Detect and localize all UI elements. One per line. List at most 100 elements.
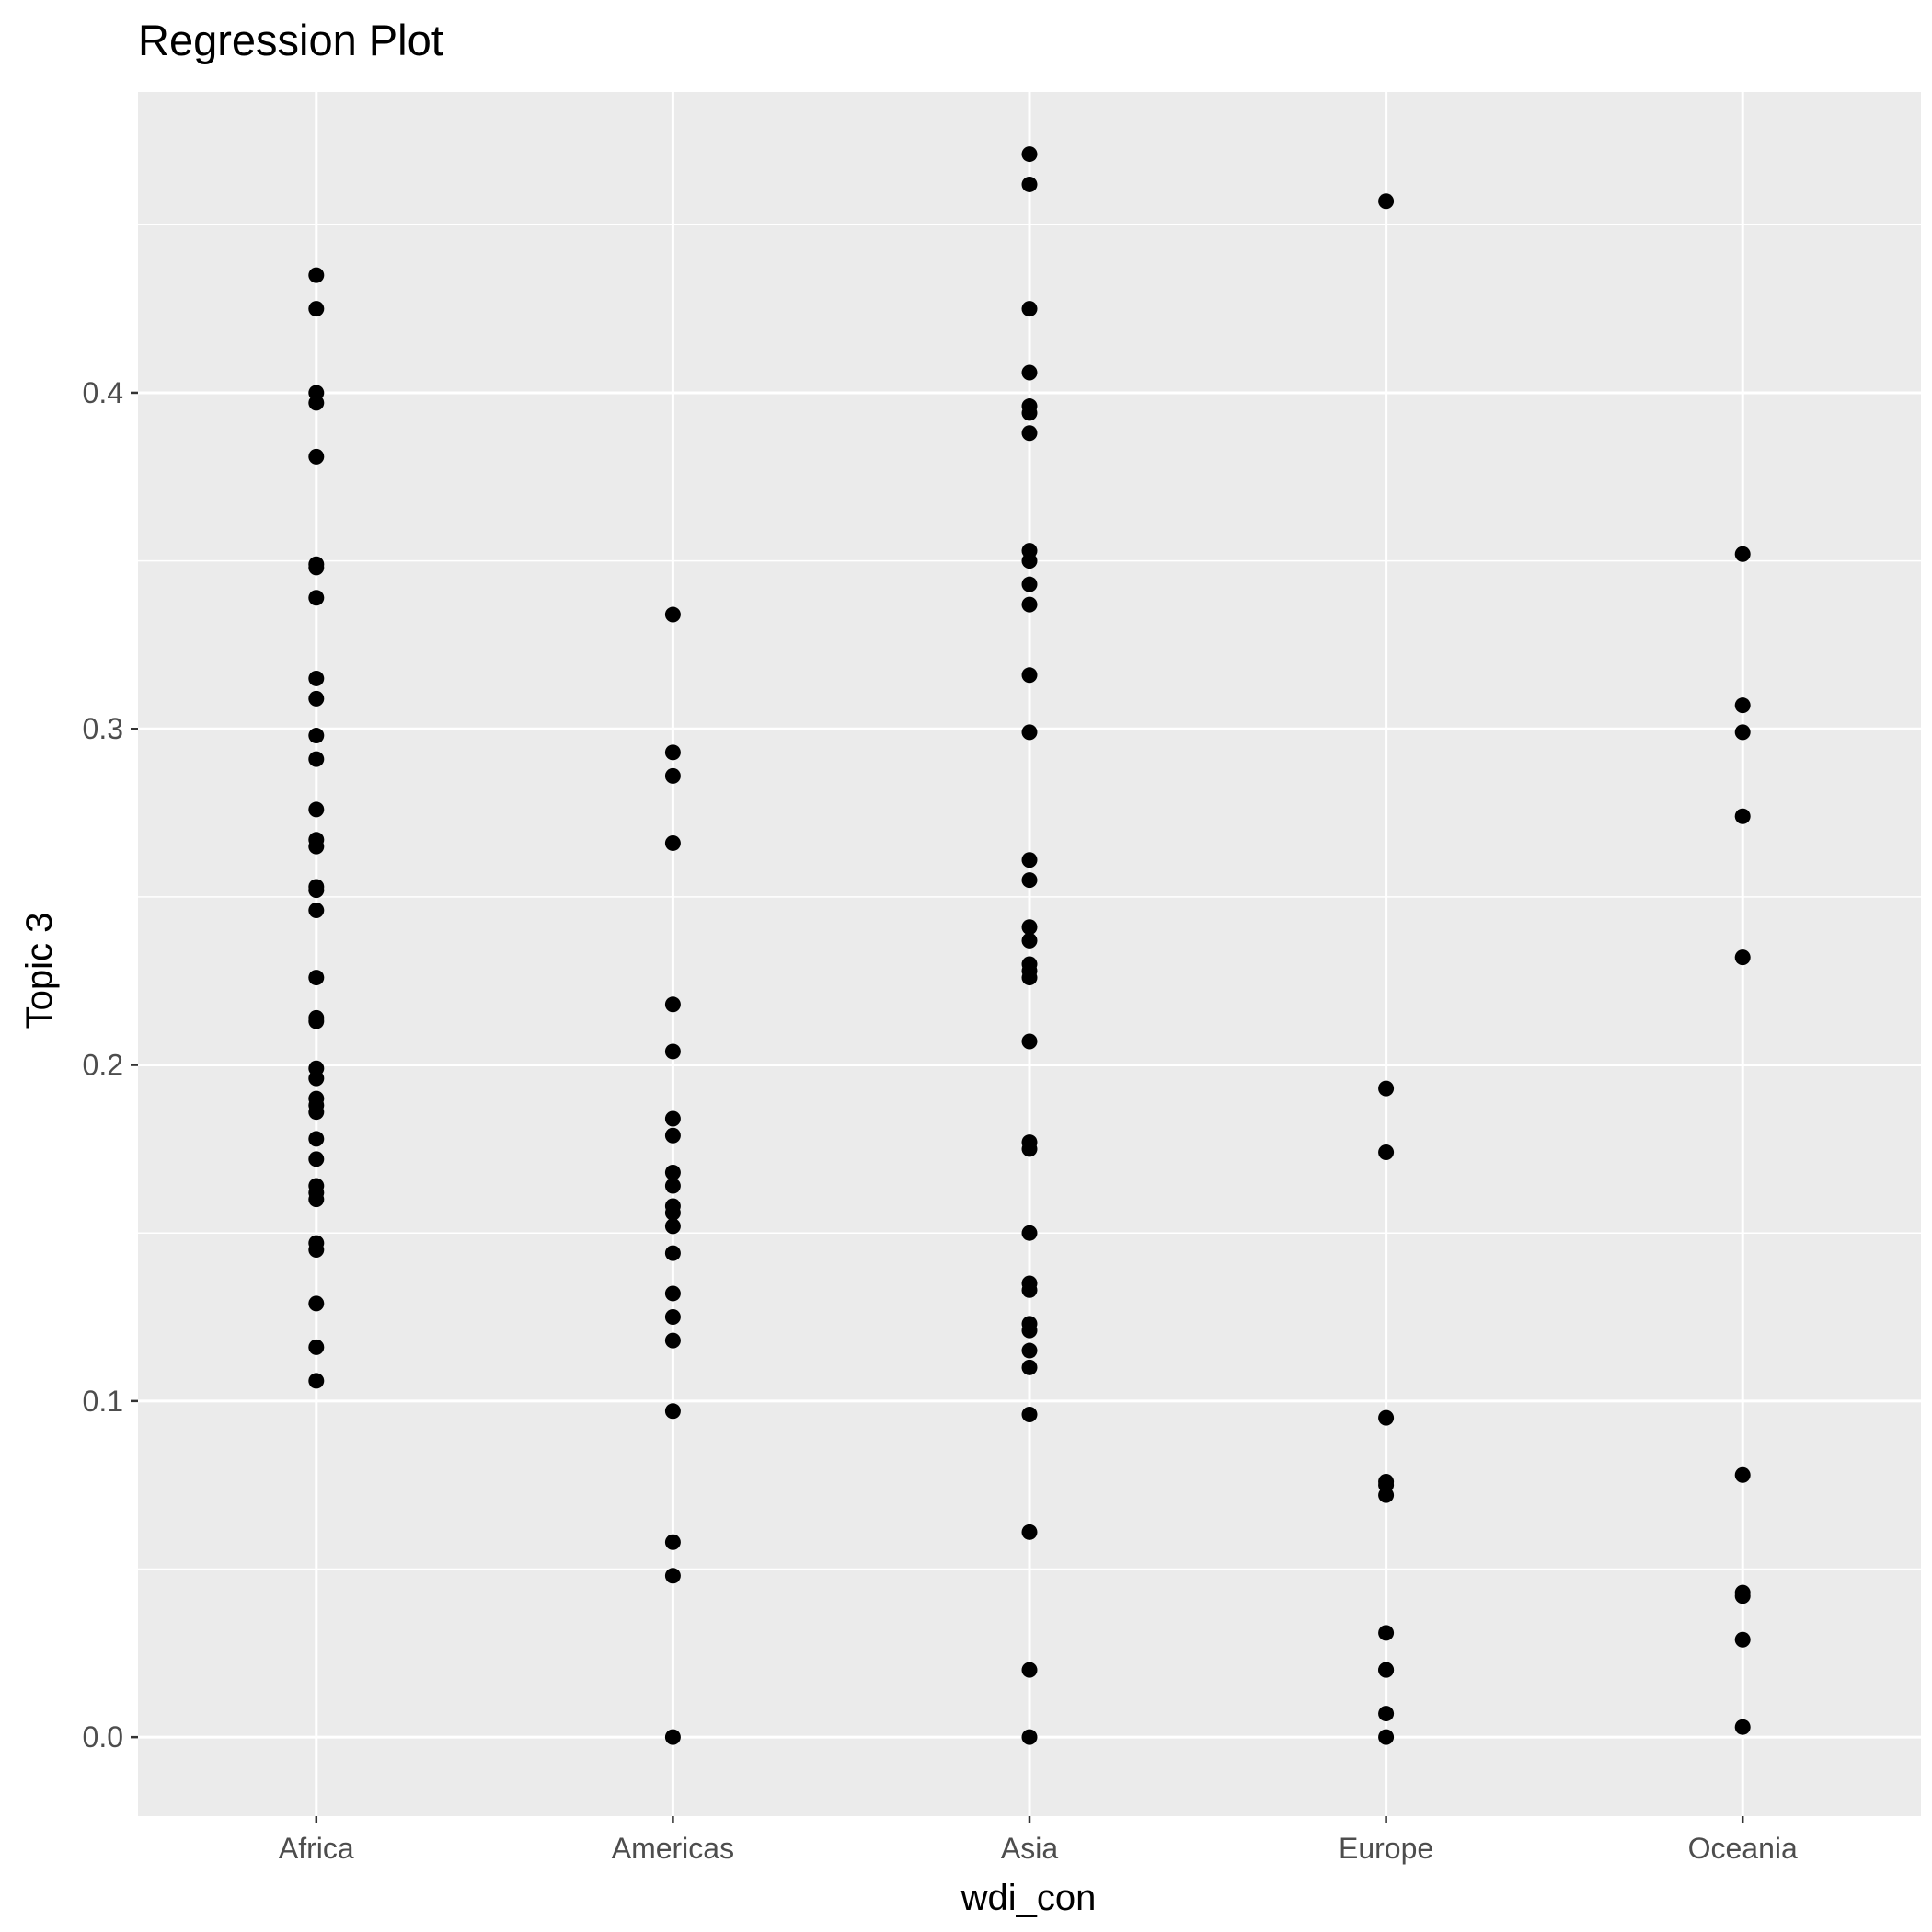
data-point <box>1378 1662 1395 1678</box>
data-point <box>664 1178 681 1194</box>
data-point <box>1378 1487 1395 1503</box>
data-point <box>308 1339 325 1355</box>
data-point <box>664 1568 681 1584</box>
data-point <box>308 1013 325 1029</box>
data-point <box>1734 1466 1751 1483</box>
data-point <box>1378 1625 1395 1641</box>
data-point <box>308 1373 325 1389</box>
data-point <box>664 1403 681 1420</box>
data-point <box>1021 1322 1038 1339</box>
data-point <box>308 1241 325 1258</box>
data-point <box>1378 1144 1395 1161</box>
data-point <box>308 903 325 919</box>
data-point <box>1021 425 1038 442</box>
data-point <box>664 1309 681 1326</box>
data-point <box>1021 1524 1038 1540</box>
data-point <box>664 744 681 761</box>
data-point <box>308 1070 325 1087</box>
data-point <box>1021 919 1038 936</box>
data-point <box>308 1191 325 1208</box>
data-point <box>308 882 325 899</box>
data-point <box>664 1534 681 1550</box>
data-point <box>664 606 681 623</box>
data-point <box>1021 405 1038 421</box>
data-point <box>664 767 681 784</box>
data-point <box>1734 949 1751 966</box>
x-tick-label: Oceania <box>1688 1832 1798 1865</box>
chart-title: Regression Plot <box>138 16 443 64</box>
data-point <box>1021 1282 1038 1298</box>
data-point <box>1021 176 1038 192</box>
data-point <box>664 834 681 851</box>
data-point <box>308 590 325 606</box>
y-tick-label: 0.1 <box>83 1385 123 1418</box>
data-point <box>308 801 325 818</box>
data-point <box>308 970 325 986</box>
data-point <box>1734 1631 1751 1648</box>
data-point <box>1734 1588 1751 1604</box>
data-point <box>664 1245 681 1261</box>
data-point <box>308 670 325 686</box>
x-axis-title: wdi_con <box>960 1878 1097 1918</box>
data-point <box>1021 301 1038 317</box>
data-point <box>308 1104 325 1121</box>
data-point <box>308 559 325 576</box>
data-point <box>1021 852 1038 868</box>
data-point <box>664 1127 681 1144</box>
data-point <box>1021 1225 1038 1241</box>
data-point <box>1734 724 1751 741</box>
data-point <box>1021 146 1038 163</box>
data-point <box>308 1151 325 1167</box>
data-point <box>1021 970 1038 986</box>
data-point <box>1021 1406 1038 1422</box>
data-point <box>1021 553 1038 569</box>
data-point <box>1378 1729 1395 1745</box>
data-points <box>308 146 1751 1745</box>
y-tick-label: 0.4 <box>83 376 123 409</box>
data-point <box>1021 1141 1038 1157</box>
data-point <box>1021 932 1038 949</box>
data-point <box>1021 1662 1038 1678</box>
x-tick-label: Africa <box>279 1832 354 1865</box>
x-axis: Africa Americas Asia Europe Oceania <box>279 1816 1798 1865</box>
data-point <box>1021 724 1038 741</box>
data-point <box>664 1164 681 1180</box>
data-point <box>308 395 325 411</box>
data-point <box>1021 872 1038 889</box>
data-point <box>1021 596 1038 613</box>
data-point <box>1734 546 1751 562</box>
data-point <box>1378 1080 1395 1097</box>
data-point <box>1378 1409 1395 1426</box>
x-tick-label: Americas <box>612 1832 734 1865</box>
data-point <box>664 1043 681 1060</box>
data-point <box>664 1729 681 1745</box>
data-point <box>1021 1033 1038 1050</box>
data-point <box>664 1204 681 1221</box>
data-point <box>1734 1719 1751 1735</box>
y-tick-label: 0.3 <box>83 712 123 745</box>
y-axis: 0.0 0.1 0.2 0.3 0.4 <box>83 376 138 1754</box>
x-tick-label: Asia <box>1001 1832 1058 1865</box>
data-point <box>308 1295 325 1312</box>
data-point <box>1021 1729 1038 1745</box>
data-point <box>308 1131 325 1147</box>
y-axis-title: Topic 3 <box>19 913 60 1029</box>
data-point <box>308 838 325 855</box>
data-point <box>1021 1359 1038 1375</box>
data-point <box>1378 193 1395 210</box>
data-point <box>1021 667 1038 684</box>
data-point <box>1378 1706 1395 1722</box>
data-point <box>664 1110 681 1127</box>
data-point <box>308 751 325 767</box>
y-tick-label: 0.2 <box>83 1049 123 1082</box>
data-point <box>664 1285 681 1302</box>
data-point <box>1021 576 1038 592</box>
data-point <box>308 301 325 317</box>
data-point <box>664 1332 681 1349</box>
data-point <box>1021 1342 1038 1359</box>
data-point <box>664 996 681 1013</box>
data-point <box>308 267 325 283</box>
x-tick-label: Europe <box>1339 1832 1433 1865</box>
data-point <box>308 728 325 744</box>
